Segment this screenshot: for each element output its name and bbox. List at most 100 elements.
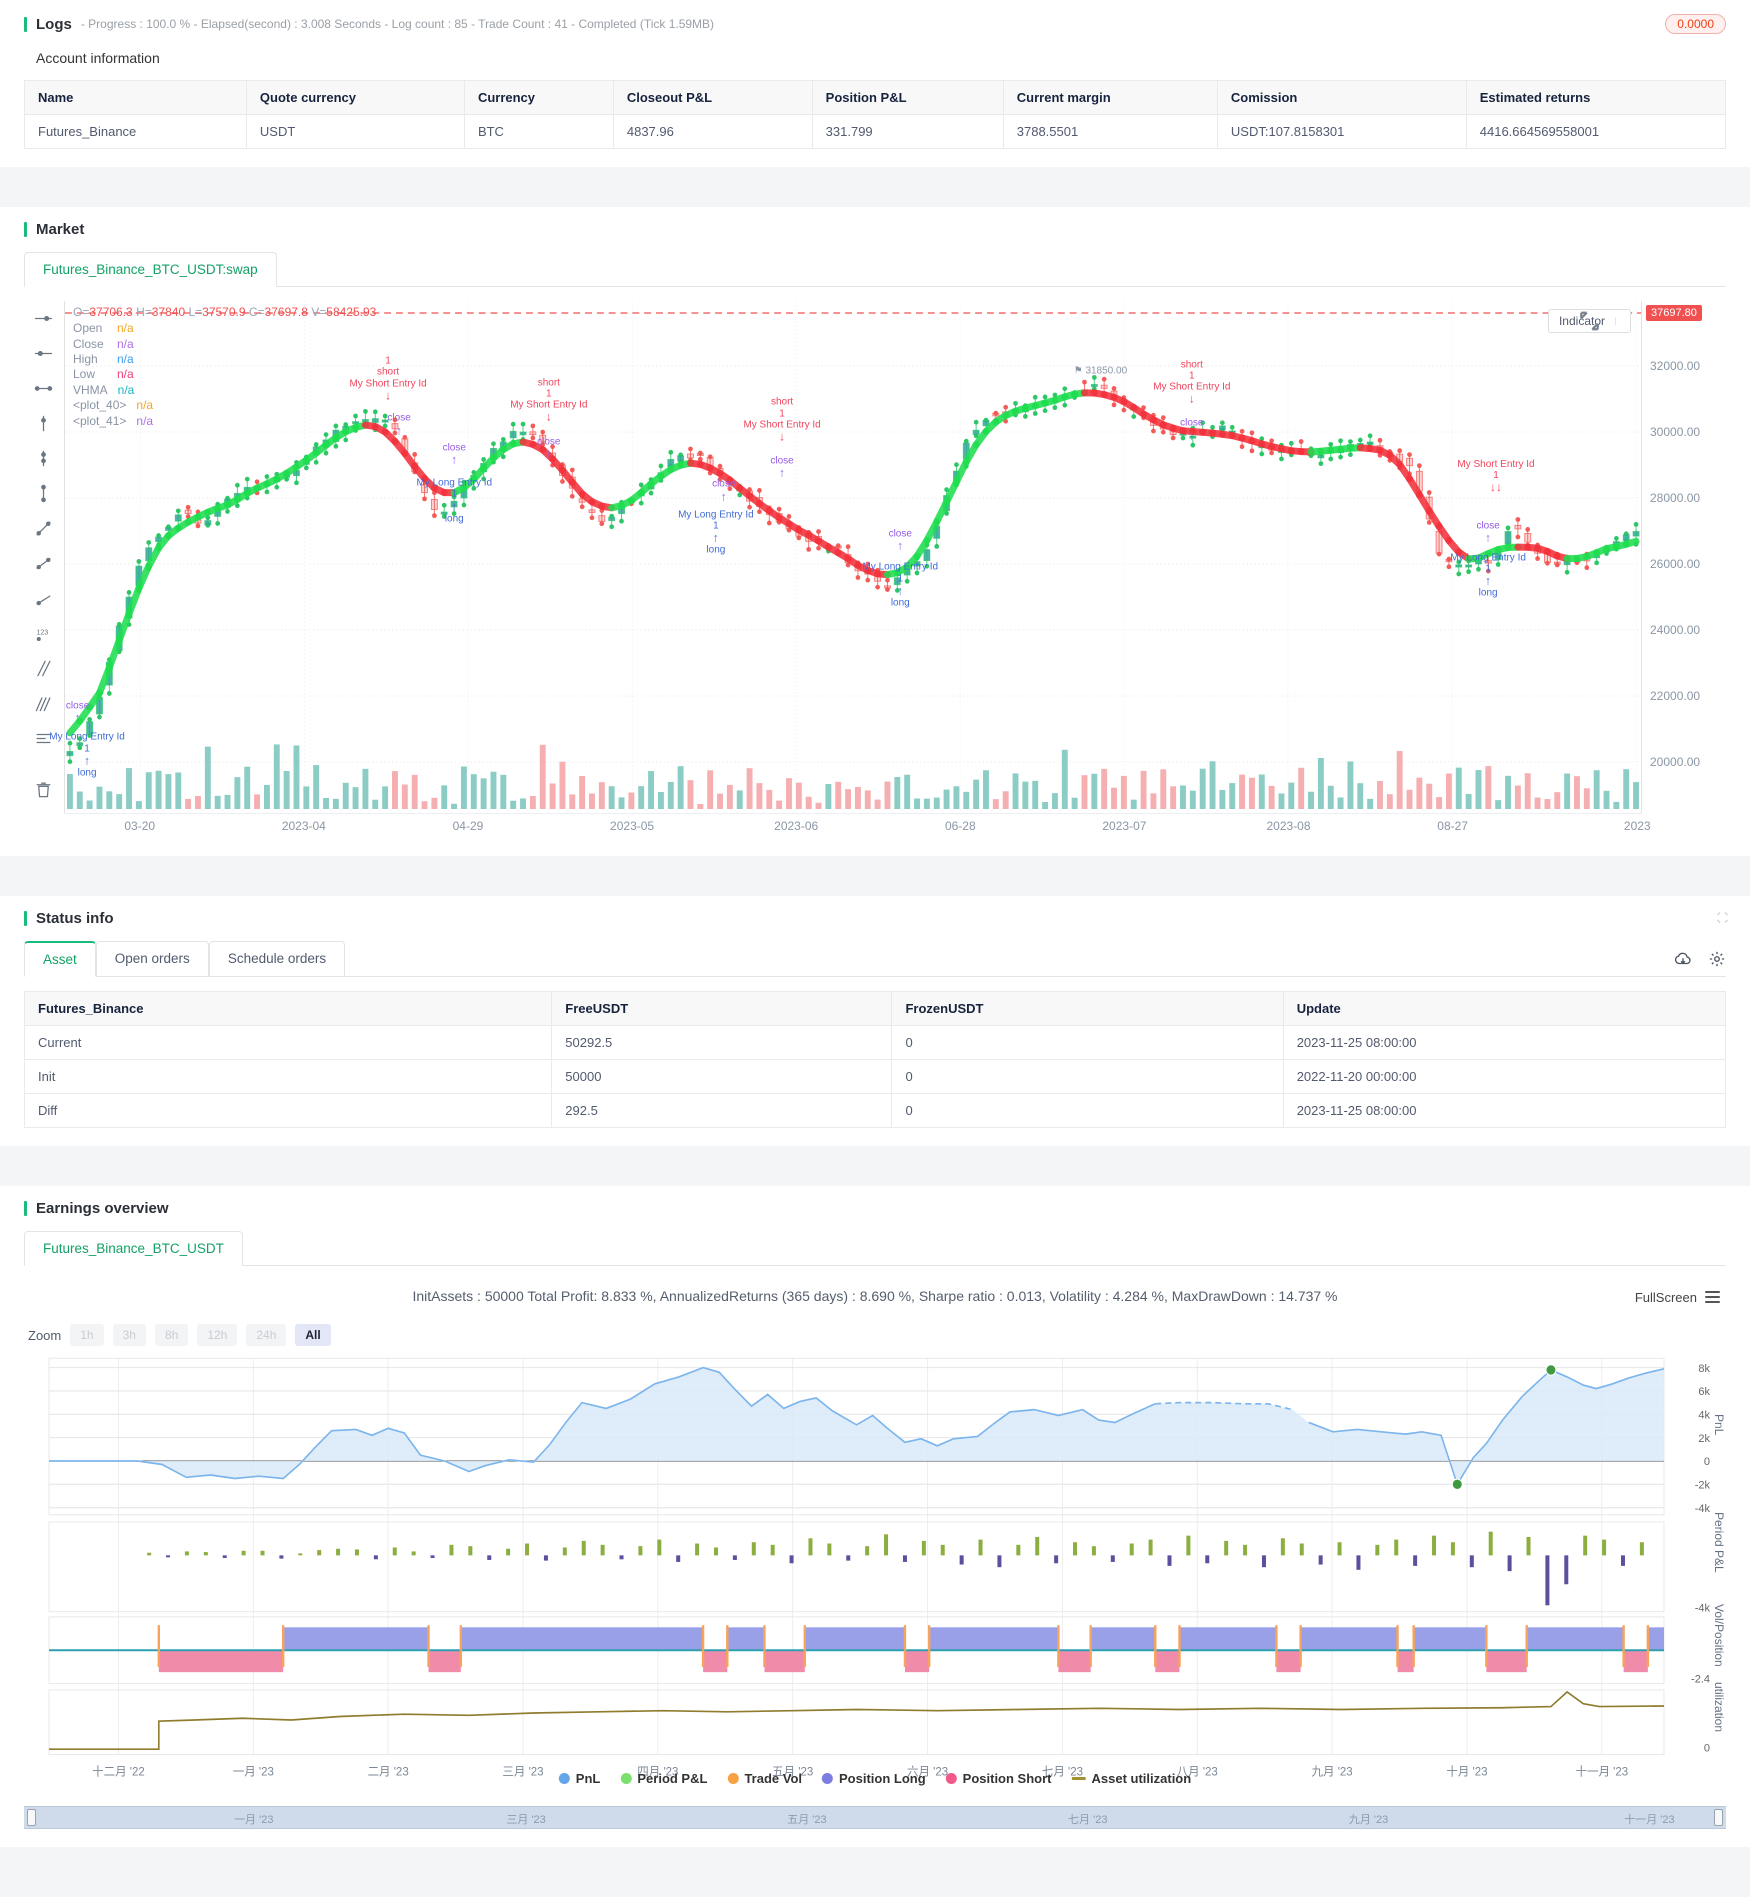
fullscreen-button[interactable]: FullScreen — [1635, 1288, 1720, 1306]
svg-text:十月 '23: 十月 '23 — [1446, 1764, 1488, 1778]
align-lines-icon[interactable] — [34, 729, 54, 749]
svg-text:2k: 2k — [1698, 1433, 1710, 1445]
trendline1-icon[interactable] — [34, 519, 54, 539]
account-table: Name Quote currency Currency Closeout P&L Po… — [24, 80, 1727, 149]
svg-text:五月 '23: 五月 '23 — [772, 1765, 814, 1778]
trendline2-icon[interactable] — [34, 554, 54, 574]
asset-row-label: Diff — [23, 1093, 553, 1128]
earnings-chart[interactable]: 8k 6k 4k 2k 0 -2k -4k -4k -2.4 0 十二月 '22 一月 '23 二月 '… — [24, 1352, 1726, 1790]
date-axis[interactable]: 03-20 2023-04 04-29 2023-05 2023-06 06-28 2023… — [64, 813, 1651, 838]
indicator-button[interactable]: Indicator — [1547, 309, 1631, 333]
svg-text:九月 '23: 九月 '23 — [1312, 1765, 1354, 1778]
legend-item-position-long[interactable]: Position Long — [822, 1771, 926, 1786]
date-tick: 2023-04 — [281, 819, 326, 833]
svg-text:123: 123 — [36, 628, 48, 636]
gear-icon[interactable] — [1708, 950, 1726, 968]
svg-text:一月 '23: 一月 '23 — [233, 1765, 275, 1778]
legend-item-trade-vol[interactable]: Trade Vol — [727, 1771, 802, 1786]
svg-text:三月 '23: 三月 '23 — [502, 1765, 544, 1778]
zoom-button-8h[interactable]: 8h — [154, 1324, 189, 1346]
navigator-tick: 十一月 '23 — [1624, 1814, 1675, 1826]
svg-text:6k: 6k — [1698, 1386, 1710, 1398]
svg-text:十二月 '22: 十二月 '22 — [92, 1764, 145, 1778]
zoom-button-3h[interactable]: 3h — [112, 1324, 146, 1346]
tab-asset[interactable]: Asset — [24, 941, 96, 977]
vline-dots3-icon[interactable] — [34, 484, 54, 504]
date-tick: 03-20 — [124, 819, 156, 833]
chart-navigator[interactable]: 一月 '23 三月 '23 五月 '23 七月 '23 九月 '23 十一月 '23 — [24, 1806, 1726, 1829]
status-title: Status info — [36, 910, 114, 927]
expand-icon[interactable] — [1580, 311, 1630, 331]
hline-dots-icon[interactable] — [34, 379, 54, 399]
date-tick: 2023 — [1623, 819, 1651, 833]
zoom-button-12h[interactable]: 12h — [197, 1324, 238, 1346]
market-symbol-tab[interactable]: Futures_Binance_BTC_USDT:swap — [24, 252, 277, 287]
logs-summary: - Progress : 100.0 % - Elapsed(second) :… — [80, 17, 715, 31]
legend-item-pnl[interactable]: PnL — [558, 1771, 600, 1786]
expand-icon[interactable] — [1715, 910, 1730, 930]
svg-text:-2.4: -2.4 — [1691, 1673, 1710, 1685]
legend-item-asset-utilization[interactable]: Asset utilization — [1071, 1771, 1191, 1786]
candlestick-chart[interactable]: O=37706.3 H=37840 L=37570.9 C=37697.8 V=… — [49, 301, 1642, 813]
channel2-icon[interactable] — [34, 659, 54, 679]
trash-icon[interactable] — [34, 780, 54, 800]
price-axis[interactable]: 37697.80 32000.00 30000.00 28000.00 26000.00… — [1642, 301, 1726, 813]
vline-dots2-icon[interactable] — [34, 449, 54, 469]
asset-row-current: Current 50292.5 0 2023-11-25 08:00:00 — [23, 1025, 1727, 1060]
logs-section: Logs - Progress : 100.0 % - Elapsed(seco… — [0, 0, 1750, 167]
asset-row-diff: Diff 292.5 0 2023-11-25 08:00:00 — [23, 1093, 1727, 1128]
account-cell: 4416.664569558001 — [1465, 114, 1727, 149]
chart-menu-icon[interactable] — [1705, 1288, 1720, 1306]
account-col-header: Comission — [1216, 80, 1467, 115]
account-cell: 331.799 — [811, 114, 1004, 149]
asset-table: Futures_Binance FreeUSDT FrozenUSDT Update C… — [23, 991, 1727, 1128]
zoom-button-24h[interactable]: 24h — [246, 1324, 287, 1346]
date-tick: 06-28 — [944, 819, 976, 833]
market-section: Market Futures_Binance_BTC_USDT:swap 123… — [0, 207, 1750, 856]
navigator-right-handle[interactable] — [1714, 1809, 1723, 1826]
price-tick: 24000.00 — [1650, 623, 1701, 637]
svg-text:二月 '23: 二月 '23 — [368, 1765, 410, 1778]
navigator-tick: 一月 '23 — [234, 1814, 274, 1826]
legend-line-swatch — [1071, 1777, 1086, 1780]
zoom-button-1h[interactable]: 1h — [70, 1324, 104, 1346]
asset-cell: 2022-11-20 00:00:00 — [1282, 1059, 1727, 1094]
tab-open-orders[interactable]: Open orders — [95, 941, 209, 977]
legend-dot-swatch — [727, 1773, 739, 1784]
date-tick: 2023-08 — [1266, 819, 1311, 833]
tab-schedule-orders[interactable]: Schedule orders — [208, 941, 346, 977]
error-count-badge[interactable]: 0.0000 — [1665, 14, 1726, 34]
hline-dot-right-icon[interactable] — [34, 309, 54, 329]
svg-text:4k: 4k — [1698, 1409, 1710, 1421]
channel3-icon[interactable] — [34, 694, 54, 714]
date-tick: 08-27 — [1437, 819, 1468, 833]
account-col-header: Name — [24, 80, 247, 115]
legend-item-position-short[interactable]: Position Short — [945, 1771, 1052, 1786]
earnings-symbol-tab[interactable]: Futures_Binance_BTC_USDT — [24, 1231, 243, 1266]
zoom-label: Zoom — [28, 1327, 62, 1343]
asset-row-label[interactable]: Current — [23, 1025, 553, 1060]
hline-dot-left-icon[interactable] — [34, 344, 54, 364]
asset-cell: 2023-11-25 08:00:00 — [1282, 1093, 1727, 1128]
legend-dot-swatch — [822, 1773, 834, 1784]
asset-cell: 292.5 — [551, 1093, 893, 1128]
account-cell: 4837.96 — [612, 114, 813, 149]
section-accent-bar — [24, 16, 27, 32]
chart-drawing-toolbar: 123 — [24, 301, 64, 813]
legend-item-period-p&l[interactable]: Period P&L — [620, 1771, 707, 1786]
svg-text:-4k: -4k — [1695, 1503, 1711, 1515]
download-cloud-icon[interactable] — [1674, 950, 1692, 968]
navigator-left-handle[interactable] — [27, 1809, 36, 1826]
legend-dot-swatch — [558, 1773, 570, 1784]
vline-dot-icon[interactable] — [34, 414, 54, 434]
price-tick: 30000.00 — [1650, 425, 1701, 439]
account-col-header: Quote currency — [245, 80, 465, 115]
zoom-button-all[interactable]: All — [295, 1324, 331, 1346]
svg-text:六月 '23: 六月 '23 — [907, 1765, 949, 1778]
svg-text:0: 0 — [1704, 1742, 1710, 1754]
section-accent-bar — [24, 1201, 27, 1216]
price-note-123-icon[interactable]: 123 — [34, 624, 54, 644]
trendline3-icon[interactable] — [34, 589, 54, 609]
price-tick: 28000.00 — [1650, 491, 1701, 505]
price-tick: 26000.00 — [1650, 557, 1701, 571]
